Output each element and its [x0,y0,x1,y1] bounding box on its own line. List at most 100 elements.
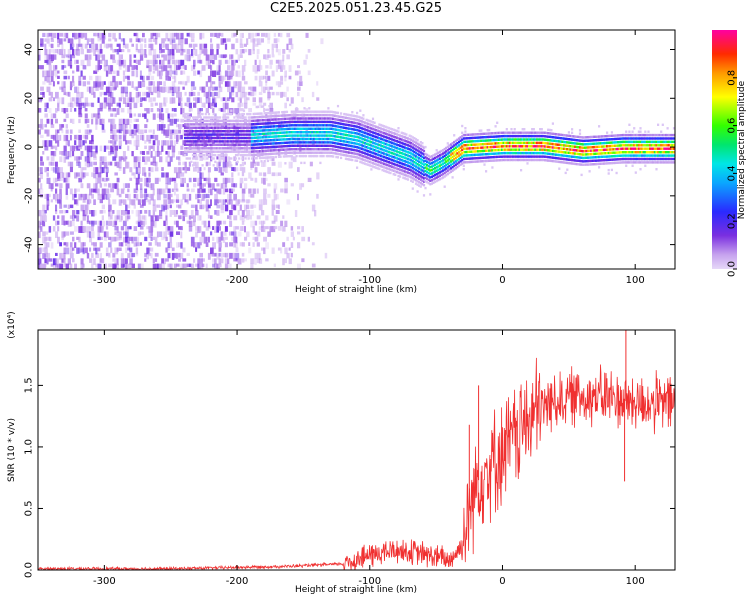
spectrogram-cell [178,86,181,92]
spectrogram-cell [112,258,115,262]
spectrogram-signal-cell [496,142,499,145]
spectrogram-cell [125,263,128,269]
spectrogram-signal-cell [309,117,312,120]
spectrogram-cell [224,188,229,193]
spectrogram-signal-cell [308,124,311,127]
spectrogram-signal-cell [266,156,269,159]
spectrogram-signal-cell [301,144,304,147]
spectrogram-cell [263,220,266,225]
spectrogram-signal-cell [497,145,500,148]
spectrogram-cell [265,118,269,126]
spectrogram-signal-cell [430,158,433,161]
spectrogram-signal-cell [386,170,389,174]
spectrogram-signal-cell [301,148,304,151]
spectrogram-signal-cell [338,135,341,139]
spectrogram-cell [63,65,67,69]
spectrogram-cell [224,161,229,168]
spectrogram-cell [122,75,126,82]
spectrogram-signal-cell [480,146,483,149]
spectrogram-cell [52,151,57,157]
spectrogram-cell [284,70,287,78]
spectrogram-signal-cell [206,116,209,119]
spectrogram-cell [233,215,238,221]
spectrogram-cell [275,65,278,72]
spectrogram-cell [116,215,120,220]
spectrogram-signal-cell [215,143,218,146]
spectrogram-signal-cell [201,130,204,133]
spectrogram-signal-cell [478,143,481,146]
spectrogram-cell [263,161,267,167]
spectrogram-signal-cell [233,147,236,150]
spectrogram-signal-cell [274,131,277,135]
spectrogram-signal-cell [187,133,190,136]
spectrogram-cell [233,193,237,201]
spectrogram-signal-cell [502,141,505,145]
spectrogram-signal-cell [314,117,317,120]
spectrogram-cell [57,177,61,182]
spectrogram-signal-cell [211,119,214,123]
spectrogram-cell [282,258,285,266]
spectrogram-signal-cell [405,136,408,140]
spectrogram-signal-cell [220,123,223,126]
spectrogram-signal-cell [477,153,480,156]
spectrogram-cell [188,215,192,220]
spectrogram-signal-cell [454,156,457,160]
spectrogram-signal-cell [222,143,225,146]
spectrogram-signal-cell [332,145,335,148]
spectrogram-cell [66,269,70,275]
spectrogram-cell [114,145,118,151]
spectrogram-cell [235,91,239,98]
spectrogram-cell [273,183,278,190]
spectrogram-cell [212,252,215,257]
spectrogram-signal-cell [461,148,464,152]
spectrogram-signal-cell [257,112,260,115]
spectrogram-signal-cell [211,143,214,146]
spectrogram-signal-cell [317,131,320,134]
spectrogram-signal-cell [285,144,289,148]
spectrogram-signal-cell [451,159,454,162]
spectrogram-signal-cell [250,119,254,123]
spectrogram-signal-cell [217,123,220,126]
spectrogram-signal-cell [260,115,263,119]
spectrogram-cell [288,75,292,80]
spectrogram-signal-cell [276,138,279,141]
spectrogram-signal-cell [244,136,247,140]
spectrogram-cell [252,49,255,55]
spectrogram-cell [78,113,83,118]
spectrogram-signal-cell [370,168,373,171]
spectrogram-signal-cell [241,126,244,129]
spectrogram-signal-cell [464,137,467,140]
spectrogram-signal-cell [230,126,233,129]
spectrogram-cell [76,134,80,140]
spectrogram-signal-cell [399,137,402,141]
spectrogram-signal-cell [322,148,325,151]
spectrogram-cell [67,151,72,158]
spectrogram-cell [110,65,114,72]
spectrogram-signal-cell [357,129,360,132]
spectrogram-cell [161,113,165,121]
spectrogram-signal-cell [234,126,238,129]
spectrogram-signal-cell [375,142,378,146]
spectrogram-cell [63,220,66,226]
spectrogram-signal-cell [406,151,410,154]
spectrogram-cell [199,226,202,232]
spectrogram-cell [82,193,87,200]
spectrogram-signal-cell [211,140,214,143]
spectrogram-signal-cell [340,143,343,146]
spectrogram-signal-cell [376,136,379,139]
spectrogram-signal-cell [289,137,292,141]
spectrogram-cell [239,226,243,231]
spectrogram-signal-cell [504,141,507,145]
spectrogram-cell [55,193,59,201]
spectrogram-cell [229,220,233,227]
spectrogram-cell [256,65,261,72]
spectrogram-signal-cell [266,122,269,125]
spectrogram-signal-cell [242,126,246,129]
spectrogram-signal-cell [367,153,370,156]
spectrogram-cell [108,151,112,156]
spectrogram-signal-cell [473,143,476,146]
spectrogram-cell [288,65,292,72]
spectrogram-signal-cell [290,127,293,130]
spectrogram-cell [167,151,170,158]
spectrogram-cell [297,70,301,75]
